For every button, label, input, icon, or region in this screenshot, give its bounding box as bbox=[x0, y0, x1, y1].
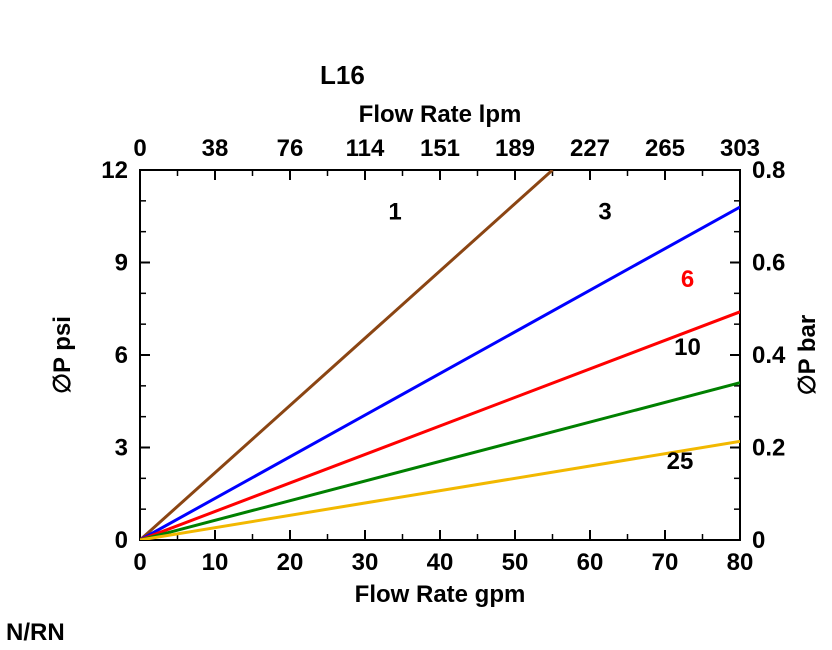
x-top-tick-label: 114 bbox=[346, 135, 385, 162]
series-label-3: 3 bbox=[598, 198, 611, 225]
chart-title: L16 bbox=[320, 60, 365, 90]
y-right-tick-label: 0 bbox=[752, 527, 765, 554]
x-bottom-tick-label: 50 bbox=[502, 549, 529, 576]
bottom-left-text: N/RN bbox=[6, 619, 65, 646]
x-top-tick-label: 227 bbox=[570, 135, 610, 162]
x-bottom-tick-label: 60 bbox=[577, 549, 604, 576]
y-left-tick-label: 0 bbox=[115, 527, 128, 554]
y-right-tick-label: 0.4 bbox=[752, 342, 786, 369]
y-right-tick-label: 0.2 bbox=[752, 435, 785, 462]
x-top-tick-label: 151 bbox=[420, 135, 460, 162]
x-bottom-tick-label: 0 bbox=[133, 549, 146, 576]
y-left-axis-label: ∅P psi bbox=[49, 316, 76, 394]
x-bottom-tick-label: 30 bbox=[352, 549, 379, 576]
x-bottom-tick-label: 70 bbox=[652, 549, 679, 576]
x-bottom-axis-label: Flow Rate gpm bbox=[355, 581, 526, 608]
x-top-tick-label: 265 bbox=[645, 135, 685, 162]
plot-area bbox=[140, 170, 740, 540]
series-label-25: 25 bbox=[667, 448, 694, 475]
series-label-6: 6 bbox=[681, 266, 694, 293]
y-left-tick-label: 9 bbox=[115, 250, 128, 277]
y-left-tick-label: 12 bbox=[101, 157, 128, 184]
series-label-1: 1 bbox=[388, 198, 401, 225]
x-bottom-tick-label: 80 bbox=[727, 549, 754, 576]
x-bottom-tick-label: 20 bbox=[277, 549, 304, 576]
chart-container: 0102030405060708003876114151189227265303… bbox=[0, 0, 832, 650]
flowrate-pressure-chart: 0102030405060708003876114151189227265303… bbox=[0, 0, 832, 650]
x-top-axis-label: Flow Rate lpm bbox=[359, 101, 522, 128]
x-top-tick-label: 189 bbox=[495, 135, 535, 162]
x-top-tick-label: 38 bbox=[202, 135, 229, 162]
x-bottom-tick-label: 40 bbox=[427, 549, 454, 576]
x-top-tick-label: 0 bbox=[133, 135, 146, 162]
y-left-tick-label: 6 bbox=[115, 342, 128, 369]
x-top-tick-label: 76 bbox=[277, 135, 304, 162]
y-right-axis-label: ∅P bar bbox=[794, 315, 821, 396]
x-bottom-tick-label: 10 bbox=[202, 549, 229, 576]
series-label-10: 10 bbox=[674, 334, 701, 361]
y-right-tick-label: 0.8 bbox=[752, 157, 785, 184]
y-right-tick-label: 0.6 bbox=[752, 250, 785, 277]
y-left-tick-label: 3 bbox=[115, 435, 128, 462]
